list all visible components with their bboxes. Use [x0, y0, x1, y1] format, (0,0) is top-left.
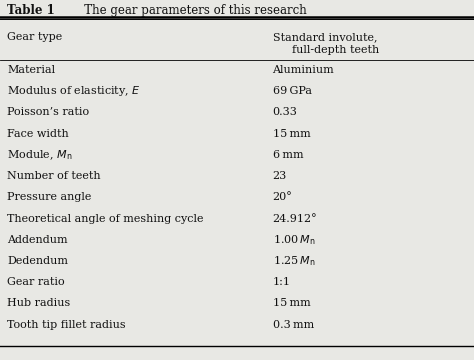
Text: Pressure angle: Pressure angle — [7, 192, 91, 202]
Text: 0.3 mm: 0.3 mm — [273, 320, 314, 330]
Text: 15 mm: 15 mm — [273, 298, 310, 309]
Text: 24.912°: 24.912° — [273, 213, 317, 224]
Text: 1.25 $\mathit{M}$$_\mathrm{n}$: 1.25 $\mathit{M}$$_\mathrm{n}$ — [273, 254, 315, 268]
Text: 1.00 $\mathit{M}$$_\mathrm{n}$: 1.00 $\mathit{M}$$_\mathrm{n}$ — [273, 233, 316, 247]
Text: Modulus of elasticity, $\mathit{E}$: Modulus of elasticity, $\mathit{E}$ — [7, 84, 141, 98]
Text: The gear parameters of this research: The gear parameters of this research — [73, 4, 307, 17]
Text: 1:1: 1:1 — [273, 277, 291, 287]
Text: Addendum: Addendum — [7, 235, 68, 245]
Text: 69 GPa: 69 GPa — [273, 86, 311, 96]
Text: Dedendum: Dedendum — [7, 256, 68, 266]
Text: 0.33: 0.33 — [273, 107, 297, 117]
Text: Module, $\mathit{M}$$_\mathrm{n}$: Module, $\mathit{M}$$_\mathrm{n}$ — [7, 148, 73, 162]
Text: Table 1: Table 1 — [7, 4, 55, 17]
Text: Tooth tip fillet radius: Tooth tip fillet radius — [7, 320, 126, 330]
Text: Gear ratio: Gear ratio — [7, 277, 65, 287]
Text: Hub radius: Hub radius — [7, 298, 70, 309]
Text: Material: Material — [7, 65, 55, 75]
Text: 15 mm: 15 mm — [273, 129, 310, 139]
Text: 6 mm: 6 mm — [273, 150, 303, 160]
Text: Theoretical angle of meshing cycle: Theoretical angle of meshing cycle — [7, 213, 204, 224]
Text: Number of teeth: Number of teeth — [7, 171, 101, 181]
Text: Aluminium: Aluminium — [273, 65, 334, 75]
Text: Standard involute,: Standard involute, — [273, 32, 377, 42]
Text: full-depth teeth: full-depth teeth — [292, 45, 379, 55]
Text: Gear type: Gear type — [7, 32, 63, 42]
Text: Poisson’s ratio: Poisson’s ratio — [7, 107, 89, 117]
Text: 20°: 20° — [273, 192, 292, 202]
Text: Face width: Face width — [7, 129, 69, 139]
Text: 23: 23 — [273, 171, 287, 181]
